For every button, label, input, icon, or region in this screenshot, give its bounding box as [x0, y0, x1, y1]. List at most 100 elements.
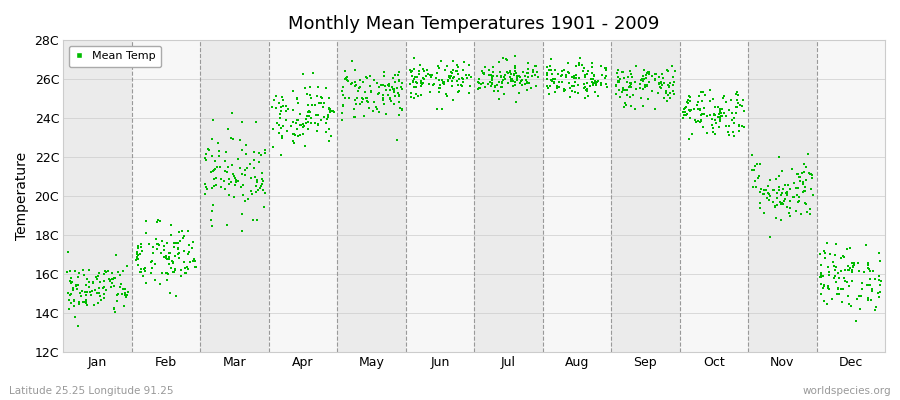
Point	[112, 272, 127, 278]
Point	[610, 78, 625, 84]
Point	[637, 82, 652, 89]
Point	[79, 302, 94, 308]
Point	[832, 290, 846, 297]
Point	[495, 80, 509, 86]
Point	[796, 179, 810, 185]
Point	[572, 55, 587, 62]
Point	[557, 67, 572, 74]
Point	[796, 189, 810, 196]
Point	[641, 69, 655, 75]
Point	[554, 79, 569, 85]
Point	[234, 118, 248, 125]
Point	[591, 93, 606, 100]
Point	[134, 266, 148, 272]
Point	[219, 149, 233, 156]
Point	[378, 111, 392, 117]
Point	[796, 188, 811, 194]
Point	[749, 184, 763, 190]
Point	[552, 78, 566, 85]
Point	[114, 280, 129, 287]
Point	[143, 259, 157, 265]
Point	[409, 90, 423, 97]
Point	[132, 268, 147, 275]
Point	[104, 277, 118, 284]
Point	[690, 99, 705, 105]
Point	[347, 67, 362, 73]
Point	[298, 143, 312, 150]
Point	[873, 288, 887, 295]
Point	[229, 182, 243, 188]
Point	[508, 65, 522, 71]
Point	[769, 214, 783, 221]
Point	[768, 203, 782, 209]
Point	[94, 293, 108, 300]
Point	[116, 303, 130, 309]
Point	[446, 97, 460, 104]
Point	[412, 68, 427, 74]
Point	[225, 162, 239, 168]
Point	[762, 234, 777, 240]
Point	[634, 76, 648, 83]
Point	[455, 79, 470, 86]
Point	[682, 136, 697, 143]
Point	[643, 71, 657, 78]
Point	[712, 124, 726, 130]
Point	[423, 89, 437, 95]
Point	[748, 178, 762, 185]
Point	[684, 107, 698, 114]
Point	[682, 92, 697, 99]
Point	[108, 309, 122, 316]
Point	[302, 112, 316, 119]
Point	[258, 150, 273, 156]
Point	[181, 227, 195, 234]
Point	[617, 100, 632, 106]
Point	[580, 88, 594, 94]
Point	[203, 169, 218, 175]
Point	[873, 258, 887, 264]
Point	[814, 280, 828, 287]
Point	[760, 194, 775, 201]
Point	[97, 295, 112, 302]
Point	[163, 250, 177, 256]
Point	[220, 126, 235, 132]
Point	[572, 60, 586, 66]
Point	[521, 70, 535, 76]
Point	[181, 251, 195, 258]
Point	[207, 158, 221, 164]
Point	[171, 246, 185, 252]
Point	[247, 149, 261, 155]
Point	[727, 115, 742, 122]
Point	[654, 71, 669, 78]
Point	[845, 263, 859, 269]
Point	[697, 110, 711, 117]
Point	[728, 91, 742, 98]
Point	[515, 81, 529, 88]
Point	[762, 193, 777, 200]
Point	[719, 123, 733, 130]
Point	[552, 84, 566, 90]
Point	[504, 71, 518, 78]
Point	[370, 80, 384, 86]
Point	[336, 91, 350, 98]
Title: Monthly Mean Temperatures 1901 - 2009: Monthly Mean Temperatures 1901 - 2009	[289, 15, 660, 33]
Point	[186, 238, 201, 245]
Point	[430, 106, 445, 112]
Point	[506, 83, 520, 89]
Point	[335, 88, 349, 95]
Point	[657, 80, 671, 86]
Point	[780, 204, 795, 210]
Point	[345, 80, 359, 86]
Point	[580, 93, 595, 100]
Point	[139, 280, 153, 286]
Point	[453, 76, 467, 82]
Point	[286, 140, 301, 146]
Point	[836, 286, 850, 292]
Point	[820, 301, 834, 308]
Point	[443, 75, 457, 81]
Point	[731, 91, 745, 98]
Point	[139, 218, 153, 224]
Point	[504, 76, 518, 82]
Point	[387, 87, 401, 94]
Point	[64, 291, 78, 297]
Point	[276, 123, 291, 129]
